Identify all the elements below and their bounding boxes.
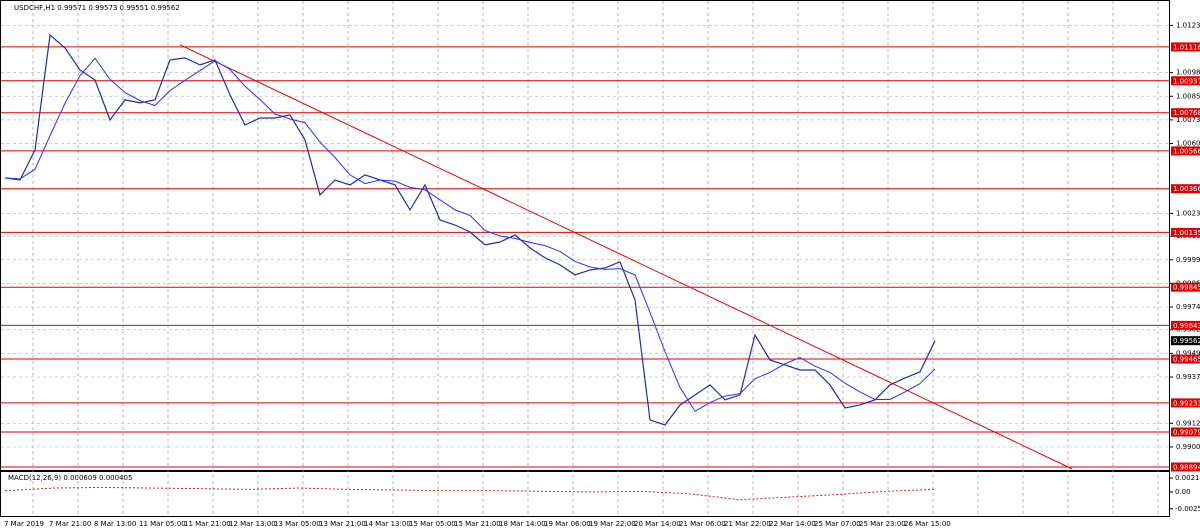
level-label: 1.00135 xyxy=(1173,229,1200,237)
x-tick-label: 25 Mar 07:00 xyxy=(814,520,861,528)
y-tick-label: 0.99495 xyxy=(1176,349,1200,357)
macd-tick-label: 0.00 xyxy=(1175,488,1191,496)
y-tick-label: 1.00855 xyxy=(1176,92,1200,100)
level-tag xyxy=(1171,427,1200,437)
x-tick-label: 25 Mar 23:00 xyxy=(859,520,906,528)
level-label: 0.99845 xyxy=(1173,284,1200,292)
y-tick-label: 1.00730 xyxy=(1176,116,1200,124)
last-price-tag xyxy=(1171,336,1200,346)
macd-label: MACD(12,26,9) 0.000609 0.000405 xyxy=(8,474,132,482)
y-tick-label: 0.99125 xyxy=(1176,419,1200,427)
y-tick-label: 1.01230 xyxy=(1176,21,1200,29)
moving-average xyxy=(4,57,936,412)
last-price-label: 0.99562 xyxy=(1173,337,1200,345)
x-tick-label: 26 Mar 15:00 xyxy=(904,520,951,528)
y-tick-label: 1.00605 xyxy=(1176,140,1200,148)
x-tick-label: 8 Mar 13:00 xyxy=(94,520,136,528)
main-panel xyxy=(0,0,1170,471)
level-tag xyxy=(1171,76,1200,86)
level-tag xyxy=(1171,398,1200,408)
level-label: 0.99079 xyxy=(1173,429,1200,437)
x-tick-label: 21 Mar 22:00 xyxy=(724,520,771,528)
x-tick-label: 15 Mar 05:00 xyxy=(409,520,456,528)
x-tick-label: 13 Mar 21:00 xyxy=(319,520,366,528)
x-tick-label: 12 Mar 13:00 xyxy=(229,520,276,528)
x-tick-label: 21 Mar 06:00 xyxy=(679,520,726,528)
price-line xyxy=(4,33,936,426)
level-tag xyxy=(1171,108,1200,118)
level-tag xyxy=(1171,462,1200,472)
x-tick-label: 7 Mar 21:00 xyxy=(49,520,91,528)
x-tick-label: 13 Mar 05:00 xyxy=(274,520,321,528)
level-label: 1.00937 xyxy=(1173,77,1200,85)
level-label: 0.99233 xyxy=(1173,399,1200,407)
level-tag xyxy=(1171,282,1200,292)
level-label: 1.00566 xyxy=(1173,147,1200,155)
level-tag xyxy=(1171,227,1200,237)
macd-tick-label: -0.00259 xyxy=(1175,505,1200,513)
y-tick-label: 1.00235 xyxy=(1176,209,1200,217)
macd-panel xyxy=(0,471,1170,517)
level-tag xyxy=(1171,320,1200,330)
level-label: 0.99465 xyxy=(1173,356,1200,364)
level-label: 0.98894 xyxy=(1173,463,1200,471)
level-tag xyxy=(1171,354,1200,364)
x-tick-label: 15 Mar 21:00 xyxy=(454,520,501,528)
x-tick-label: 7 Mar 2019 xyxy=(4,520,44,528)
macd-signal xyxy=(4,486,936,501)
macd-tick-label: 0.00213 xyxy=(1175,474,1200,482)
x-tick-label: 22 Mar 14:00 xyxy=(769,520,816,528)
level-label: 1.00768 xyxy=(1173,109,1200,117)
x-tick-label: 19 Mar 06:00 xyxy=(544,520,591,528)
level-label: 1.01116 xyxy=(1173,43,1200,51)
level-tag xyxy=(1171,42,1200,52)
x-tick-label: 14 Mar 13:00 xyxy=(364,520,411,528)
x-tick-label: 19 Mar 22:00 xyxy=(589,520,636,528)
level-label: 1.00366 xyxy=(1173,185,1200,193)
y-tick-label: 0.99000 xyxy=(1176,443,1200,451)
x-tick-label: 11 Mar 05:00 xyxy=(139,520,186,528)
level-tag xyxy=(1171,184,1200,194)
trendline xyxy=(179,44,1073,470)
x-tick-label: 20 Mar 14:00 xyxy=(634,520,681,528)
level-label: 0.99643 xyxy=(1173,322,1200,330)
chart-title: USDCHF,H1 0.99571 0.99573 0.99551 0.9956… xyxy=(14,4,180,12)
y-tick-label: 1.00980 xyxy=(1176,69,1200,77)
x-tick-label: 11 Mar 21:00 xyxy=(184,520,231,528)
x-tick-label: 18 Mar 14:00 xyxy=(499,520,546,528)
level-tag xyxy=(1171,146,1200,156)
